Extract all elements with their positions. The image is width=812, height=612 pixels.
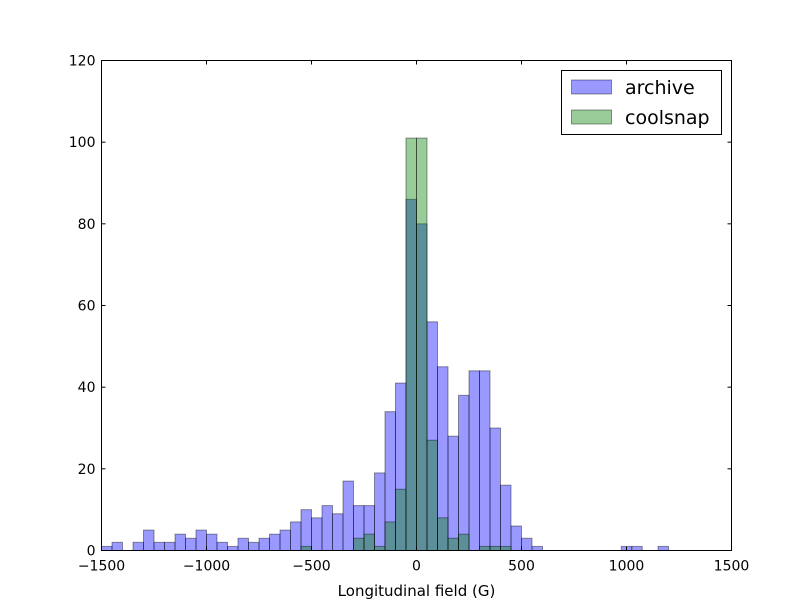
legend-swatch-archive [571,79,612,95]
bar-archive-6 [164,541,176,551]
bar-archive-36 [479,370,491,552]
bar-archive-10 [206,533,218,552]
bar-archive-35 [468,370,480,552]
x-tick-label: −1000 [183,559,230,575]
bar-archive-33 [447,435,459,551]
legend: archive coolsnap [561,70,722,135]
bar-coolsnap-5 [395,488,407,551]
bar-archive-8 [185,537,197,551]
bar-archive-4 [143,529,155,551]
bar-archive-41 [531,545,543,552]
bar-archive-26 [374,472,386,551]
y-tick-label: 0 [87,544,96,560]
y-tick-label: 20 [78,462,96,478]
x-tick-label: 1500 [714,559,750,575]
bar-archive-18 [290,521,302,552]
series-coolsnap [300,137,512,552]
legend-label-coolsnap: coolsnap [625,107,710,129]
y-tick-label: 60 [78,299,96,315]
y-tick-label: 100 [69,135,96,151]
bar-archive-1 [111,541,123,551]
y-tick-label: 80 [78,217,96,233]
ticks-layer: −1500 −1000 −500 0 500 1000 1500 0 20 40 60 80 100 12… [69,54,750,575]
bar-coolsnap-2 [363,533,375,552]
series-archive [101,198,669,552]
bar-archive-14 [248,541,260,551]
bars-layer [101,137,669,552]
bar-archive-23 [342,480,354,552]
x-tick-label: −1500 [78,559,125,575]
bar-archive-44 [657,545,669,552]
bar-archive-22 [332,513,344,551]
bar-archive-11 [216,541,228,551]
bar-coolsnap-6 [405,137,417,551]
bar-archive-39 [510,525,522,551]
x-tick-label: 500 [508,559,535,575]
bar-coolsnap-0 [300,545,312,552]
bar-archive-17 [279,529,291,551]
bar-archive-38 [500,484,512,551]
bar-archive-16 [269,533,281,552]
bar-archive-43 [631,545,643,552]
bar-coolsnap-14 [500,545,512,552]
legend-label-archive: archive [625,77,695,99]
bar-archive-3 [132,541,144,551]
bar-archive-7 [174,533,186,552]
x-tick-label: 0 [412,559,421,575]
bar-archive-37 [489,427,501,551]
bar-archive-12 [227,545,239,552]
x-tick-label: 1000 [609,559,645,575]
bar-archive-13 [237,537,249,551]
bar-coolsnap-7 [416,137,428,551]
bar-archive-19 [300,509,312,551]
bar-coolsnap-12 [479,545,491,552]
bar-coolsnap-8 [426,439,438,551]
bar-coolsnap-10 [447,537,459,551]
bar-archive-15 [258,537,270,551]
bar-coolsnap-4 [384,521,396,552]
bar-archive-21 [321,505,333,552]
x-axis-label: Longitudinal field (G) [338,582,496,600]
bar-archive-5 [153,541,165,551]
bar-archive-9 [195,529,207,551]
legend-box [561,70,722,135]
bar-archive-20 [311,517,323,551]
y-tick-label: 40 [78,380,96,396]
bar-coolsnap-1 [353,537,365,551]
y-tick-label: 120 [69,54,96,70]
bar-archive-34 [458,394,470,552]
bar-coolsnap-11 [458,533,470,552]
bar-coolsnap-3 [374,545,386,552]
bar-coolsnap-13 [489,545,501,552]
bar-archive-0 [101,545,113,552]
legend-swatch-coolsnap [571,109,612,125]
x-tick-label: −500 [292,559,330,575]
bar-archive-40 [521,537,533,551]
bar-coolsnap-9 [437,517,449,551]
